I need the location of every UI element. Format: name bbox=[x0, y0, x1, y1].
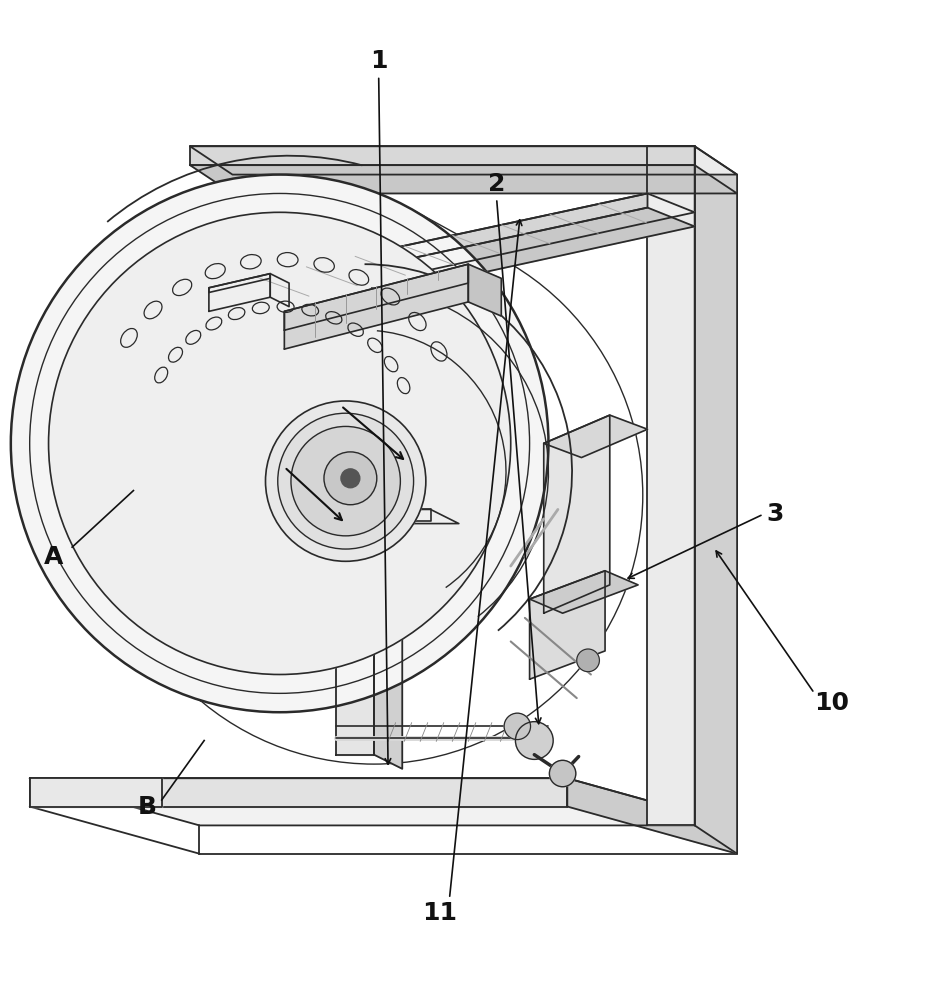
Text: A: A bbox=[44, 545, 63, 569]
Polygon shape bbox=[308, 509, 459, 524]
Polygon shape bbox=[190, 146, 737, 175]
Circle shape bbox=[278, 413, 413, 549]
Polygon shape bbox=[29, 778, 737, 825]
Polygon shape bbox=[308, 509, 430, 521]
Circle shape bbox=[577, 649, 600, 672]
Polygon shape bbox=[336, 519, 374, 755]
Polygon shape bbox=[530, 571, 638, 613]
Polygon shape bbox=[285, 264, 468, 349]
Circle shape bbox=[324, 452, 377, 505]
Circle shape bbox=[48, 212, 511, 674]
Text: 1: 1 bbox=[370, 49, 388, 73]
Polygon shape bbox=[468, 264, 501, 316]
Circle shape bbox=[550, 760, 576, 787]
Polygon shape bbox=[336, 519, 402, 533]
Circle shape bbox=[10, 175, 549, 712]
Text: 2: 2 bbox=[488, 172, 505, 196]
Polygon shape bbox=[544, 415, 610, 613]
Polygon shape bbox=[209, 274, 271, 311]
Polygon shape bbox=[530, 571, 605, 679]
Circle shape bbox=[516, 722, 553, 759]
Polygon shape bbox=[190, 165, 737, 193]
Text: 3: 3 bbox=[766, 502, 783, 526]
Polygon shape bbox=[568, 778, 737, 854]
Circle shape bbox=[291, 426, 400, 536]
Polygon shape bbox=[209, 208, 694, 321]
Circle shape bbox=[341, 469, 359, 488]
Polygon shape bbox=[285, 264, 468, 330]
Polygon shape bbox=[694, 146, 737, 854]
Polygon shape bbox=[271, 274, 289, 307]
Text: 10: 10 bbox=[814, 691, 849, 715]
Polygon shape bbox=[29, 778, 162, 807]
Text: 11: 11 bbox=[423, 901, 458, 925]
Polygon shape bbox=[29, 778, 568, 807]
Polygon shape bbox=[647, 146, 694, 825]
Polygon shape bbox=[209, 193, 647, 302]
Polygon shape bbox=[544, 415, 647, 458]
Polygon shape bbox=[190, 146, 694, 165]
Circle shape bbox=[504, 713, 531, 740]
Text: B: B bbox=[138, 795, 157, 819]
Circle shape bbox=[266, 401, 426, 561]
Polygon shape bbox=[209, 193, 694, 307]
Polygon shape bbox=[209, 274, 271, 292]
Polygon shape bbox=[374, 519, 402, 769]
